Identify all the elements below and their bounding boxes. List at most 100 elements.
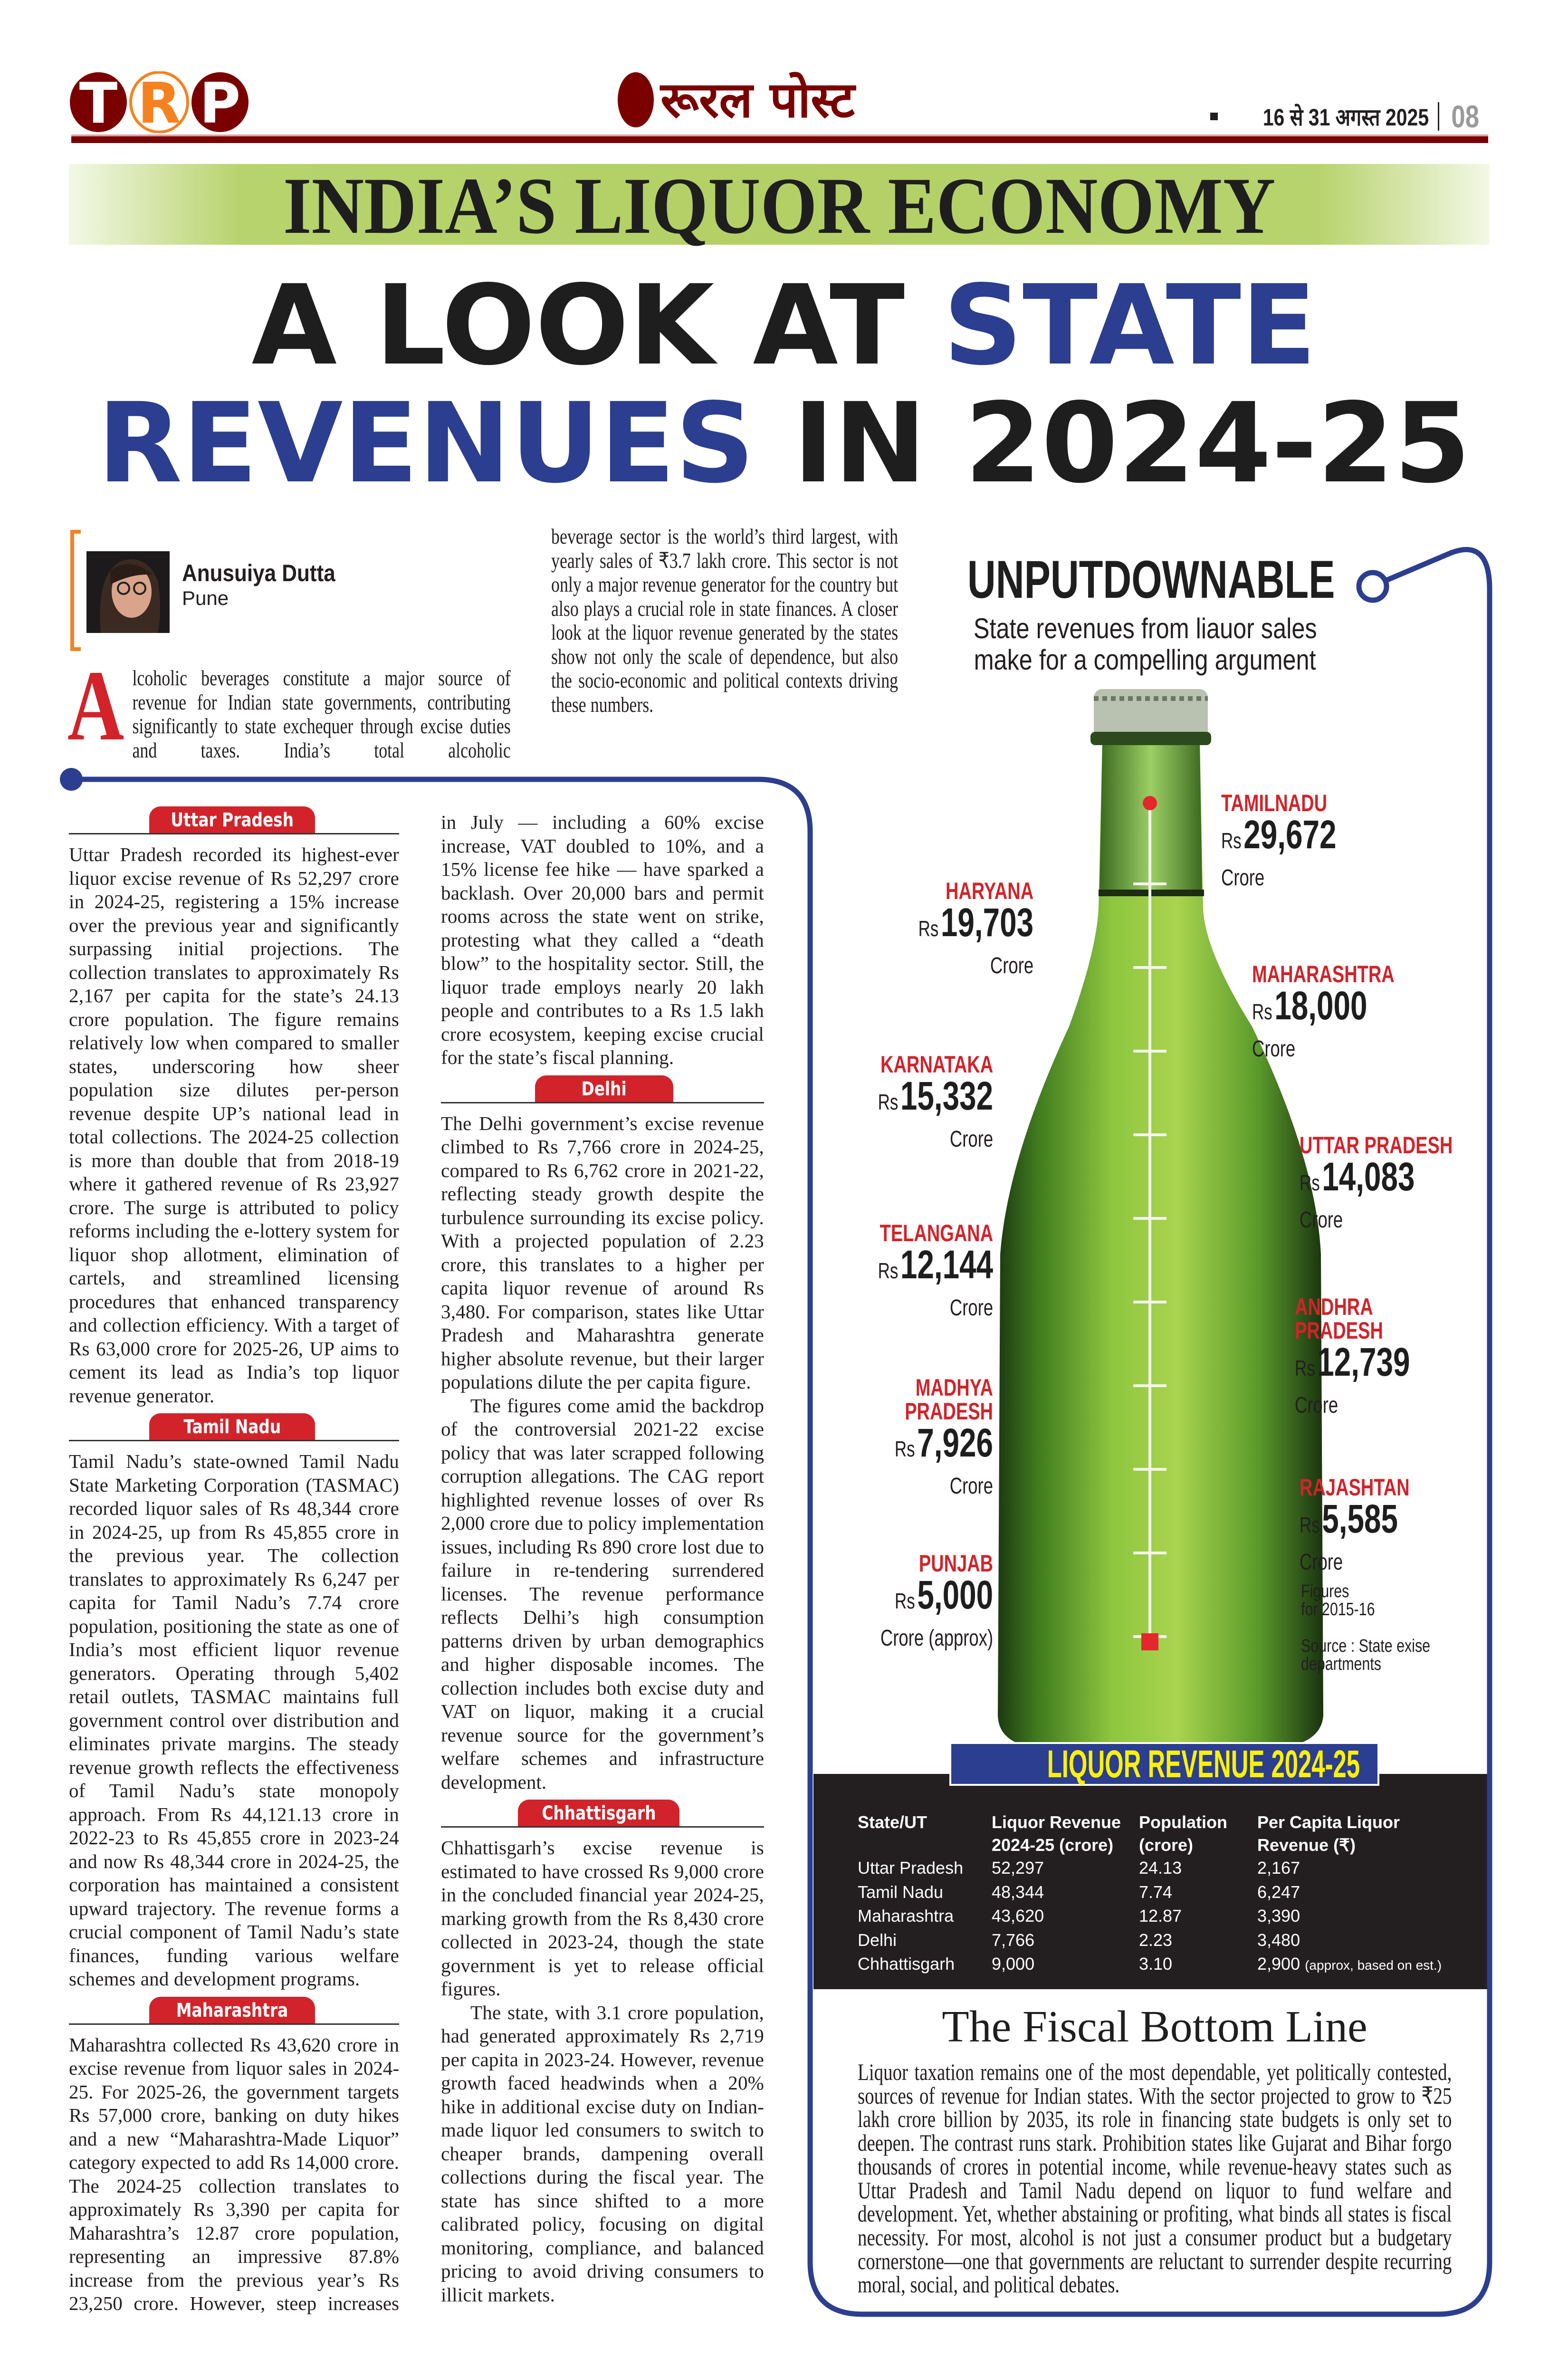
kicker: INDIA’S LIQUOR ECONOMY — [69, 161, 1490, 250]
state-value: 18,000 — [1274, 983, 1367, 1028]
table-header-cell: State/UT — [858, 1812, 927, 1832]
intro-col-2: beverage sector is the world’s third lar… — [551, 524, 899, 717]
section-body-uttar-pradesh: Uttar Pradesh recorded its highest-ever … — [69, 843, 399, 1408]
infographic-title-text: UNPUTDOWNABLE — [967, 550, 1335, 609]
trp-logo: T R P — [70, 71, 249, 133]
author-photo — [86, 551, 170, 633]
table-row: Uttar Pradesh 52,297 24.13 2,167 — [858, 1856, 1485, 1880]
table-cell: 12.87 — [1139, 1906, 1182, 1926]
drop-cap: A — [67, 650, 124, 761]
fiscal-body: Liquor taxation remains one of the most … — [858, 2060, 1452, 2297]
table-cell: 3,480 — [1257, 1930, 1300, 1950]
state-value: 15,332 — [900, 1073, 993, 1118]
table-header-cell: 2024-25 (crore) — [992, 1835, 1114, 1855]
currency: Rs — [1221, 828, 1242, 853]
currency: Rs — [1252, 999, 1272, 1024]
headline-text: A LOOK AT — [251, 261, 943, 390]
headline-accent: REVENUES — [97, 379, 755, 508]
svg-text:R: R — [138, 71, 181, 133]
masthead-emblem — [618, 72, 654, 127]
section-title: Tamil Nadu — [183, 1416, 281, 1438]
state-value: 14,083 — [1322, 1154, 1415, 1199]
svg-text:P: P — [200, 71, 240, 133]
section-body-maharashtra-continued: in July — including a 60% excise increas… — [441, 811, 764, 1070]
table-cell: 24.13 — [1139, 1858, 1182, 1878]
currency: Rs — [1300, 1170, 1320, 1195]
state-name: TELANGANA — [880, 1220, 993, 1246]
state-label-karnataka: KARNATAKA Rs15,332 Crore — [878, 1053, 993, 1152]
infographic-subtitle: State revenues from liauor sales make fo… — [903, 613, 1387, 676]
currency: Rs — [894, 1589, 915, 1613]
scale-top-marker — [1143, 796, 1157, 810]
state-label-punjab: PUNJAB Rs5,000 Crore (approx) — [880, 1552, 993, 1651]
intro-text: beverage sector is the world’s third lar… — [551, 524, 899, 717]
svg-text:T: T — [79, 71, 118, 133]
paragraph: Uttar Pradesh recorded its highest-ever … — [69, 843, 399, 1407]
state-value: 12,739 — [1317, 1340, 1410, 1384]
state-value: 7,926 — [917, 1420, 993, 1465]
headline-accent: STATE — [943, 261, 1317, 390]
state-value: 29,672 — [1243, 812, 1337, 857]
paragraph: Chhattisgarh’s excise revenue is estimat… — [441, 1837, 764, 2000]
divider — [1437, 102, 1439, 131]
source-line: Source : State exise — [1301, 1636, 1431, 1656]
table-cell: 7.74 — [1139, 1882, 1173, 1902]
table-header-cell: Liquor Revenue — [992, 1812, 1121, 1832]
table-cell: 2,167 — [1257, 1858, 1300, 1878]
state-value: 5,000 — [917, 1572, 993, 1617]
table-row: Tamil Nadu 48,344 7.74 6,247 — [858, 1880, 1485, 1904]
section-tab-maharashtra: Maharashtra — [149, 1996, 315, 2023]
state-name: MAHARASHTRA — [1252, 961, 1395, 987]
table-cell: Maharashtra — [858, 1906, 954, 1926]
state-unit: Crore — [949, 1474, 993, 1499]
state-label-madhya-pradesh: MADHYA PRADESH Rs7,926 Crore — [885, 1376, 993, 1499]
section-tab-delhi: Delhi — [535, 1075, 673, 1102]
state-value: 19,703 — [940, 900, 1033, 945]
section-header: Uttar Pradesh — [69, 806, 399, 834]
currency: Rs — [894, 1437, 915, 1461]
section-body-delhi: The Delhi government’s excise revenue cl… — [441, 1112, 764, 1794]
paragraph: The state, with 3.1 crore population, ha… — [441, 2001, 764, 2306]
state-name: KARNATAKA — [880, 1051, 993, 1078]
paragraph: Tamil Nadu’s state-owned Tamil Nadu Stat… — [69, 1450, 399, 1990]
table-cell: 43,620 — [992, 1906, 1044, 1926]
section-header: Maharashtra — [69, 1996, 399, 2025]
state-unit: Crore — [949, 1127, 993, 1152]
section-header: Delhi — [441, 1075, 764, 1103]
source-line: departments — [1301, 1654, 1381, 1674]
state-label-tamilnadu: TAMILNADU Rs29,672 Crore — [1221, 791, 1337, 891]
figures-note: Figures for 2015-16 — [1301, 1582, 1375, 1619]
table-header-row: 2024-25 (crore) (crore) Revenue (₹) — [858, 1833, 1485, 1857]
state-name: HARYANA — [945, 878, 1033, 904]
scale-bottom-marker — [1141, 1633, 1158, 1650]
state-name: ANDHRA PRADESH — [1295, 1293, 1383, 1344]
table-cell: 52,297 — [992, 1858, 1044, 1878]
table-cell: 3.10 — [1139, 1954, 1173, 1974]
section-body-tamil-nadu: Tamil Nadu’s state-owned Tamil Nadu Stat… — [69, 1450, 399, 1991]
section-body-chhattisgarh: Chhattisgarh’s excise revenue is estimat… — [441, 1836, 764, 2307]
state-name: PUNJAB — [918, 1550, 993, 1577]
state-label-maharashtra: MAHARASHTRA Rs18,000 Crore — [1252, 962, 1395, 1062]
currency: Rs — [878, 1258, 899, 1283]
state-unit: Crore — [1252, 1036, 1296, 1062]
state-label-andhra-pradesh: ANDHRA PRADESH Rs12,739 Crore — [1295, 1293, 1410, 1418]
state-value: 5,585 — [1322, 1496, 1398, 1541]
table-title-banner: LIQUOR REVENUE 2024-25 — [949, 1742, 1379, 1786]
kicker-text: INDIA’S LIQUOR ECONOMY — [283, 161, 1276, 250]
subtitle-line: make for a compelling argument — [974, 644, 1316, 676]
masthead-title: रूरल पोस्ट — [660, 71, 855, 129]
frame-start-dot — [60, 768, 83, 791]
table-row: Chhattisgarh 9,000 3.10 2,900 (approx, base… — [858, 1952, 1485, 1976]
currency: Rs — [878, 1090, 899, 1114]
state-unit: Crore — [1300, 1207, 1343, 1233]
author-name: Anusuiya Dutta — [182, 560, 335, 586]
section-header: Chhattisgarh — [441, 1800, 764, 1828]
table-header-row: State/UT Liquor Revenue Population Per Capi… — [858, 1811, 1485, 1834]
kicker-band — [69, 164, 1490, 245]
table-header-cell: Revenue (₹) — [1257, 1835, 1356, 1855]
state-name: TAMILNADU — [1221, 790, 1328, 816]
column-2: in July — including a 60% excise increas… — [441, 811, 764, 2307]
section-title: Uttar Pradesh — [171, 809, 294, 831]
state-label-rajashtan: RAJASHTAN Rs5,585 Crore — [1300, 1475, 1410, 1575]
